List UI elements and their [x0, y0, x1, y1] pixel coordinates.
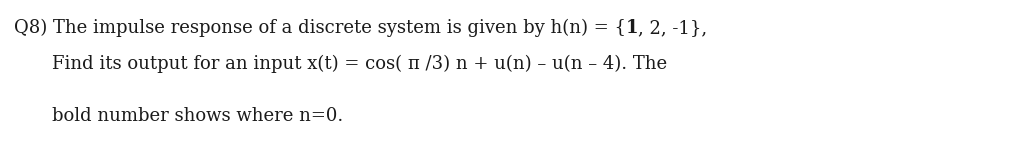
Text: , 2, -1},: , 2, -1},	[639, 19, 707, 37]
Text: Find its output for an input x(t) = cos( π /3) n + u(n) – u(n – 4). The: Find its output for an input x(t) = cos(…	[52, 55, 667, 73]
Text: 1: 1	[626, 19, 639, 37]
Text: bold number shows where n=0.: bold number shows where n=0.	[52, 107, 343, 125]
Text: Q8) The impulse response of a discrete system is given by h(n) = {: Q8) The impulse response of a discrete s…	[14, 19, 626, 37]
